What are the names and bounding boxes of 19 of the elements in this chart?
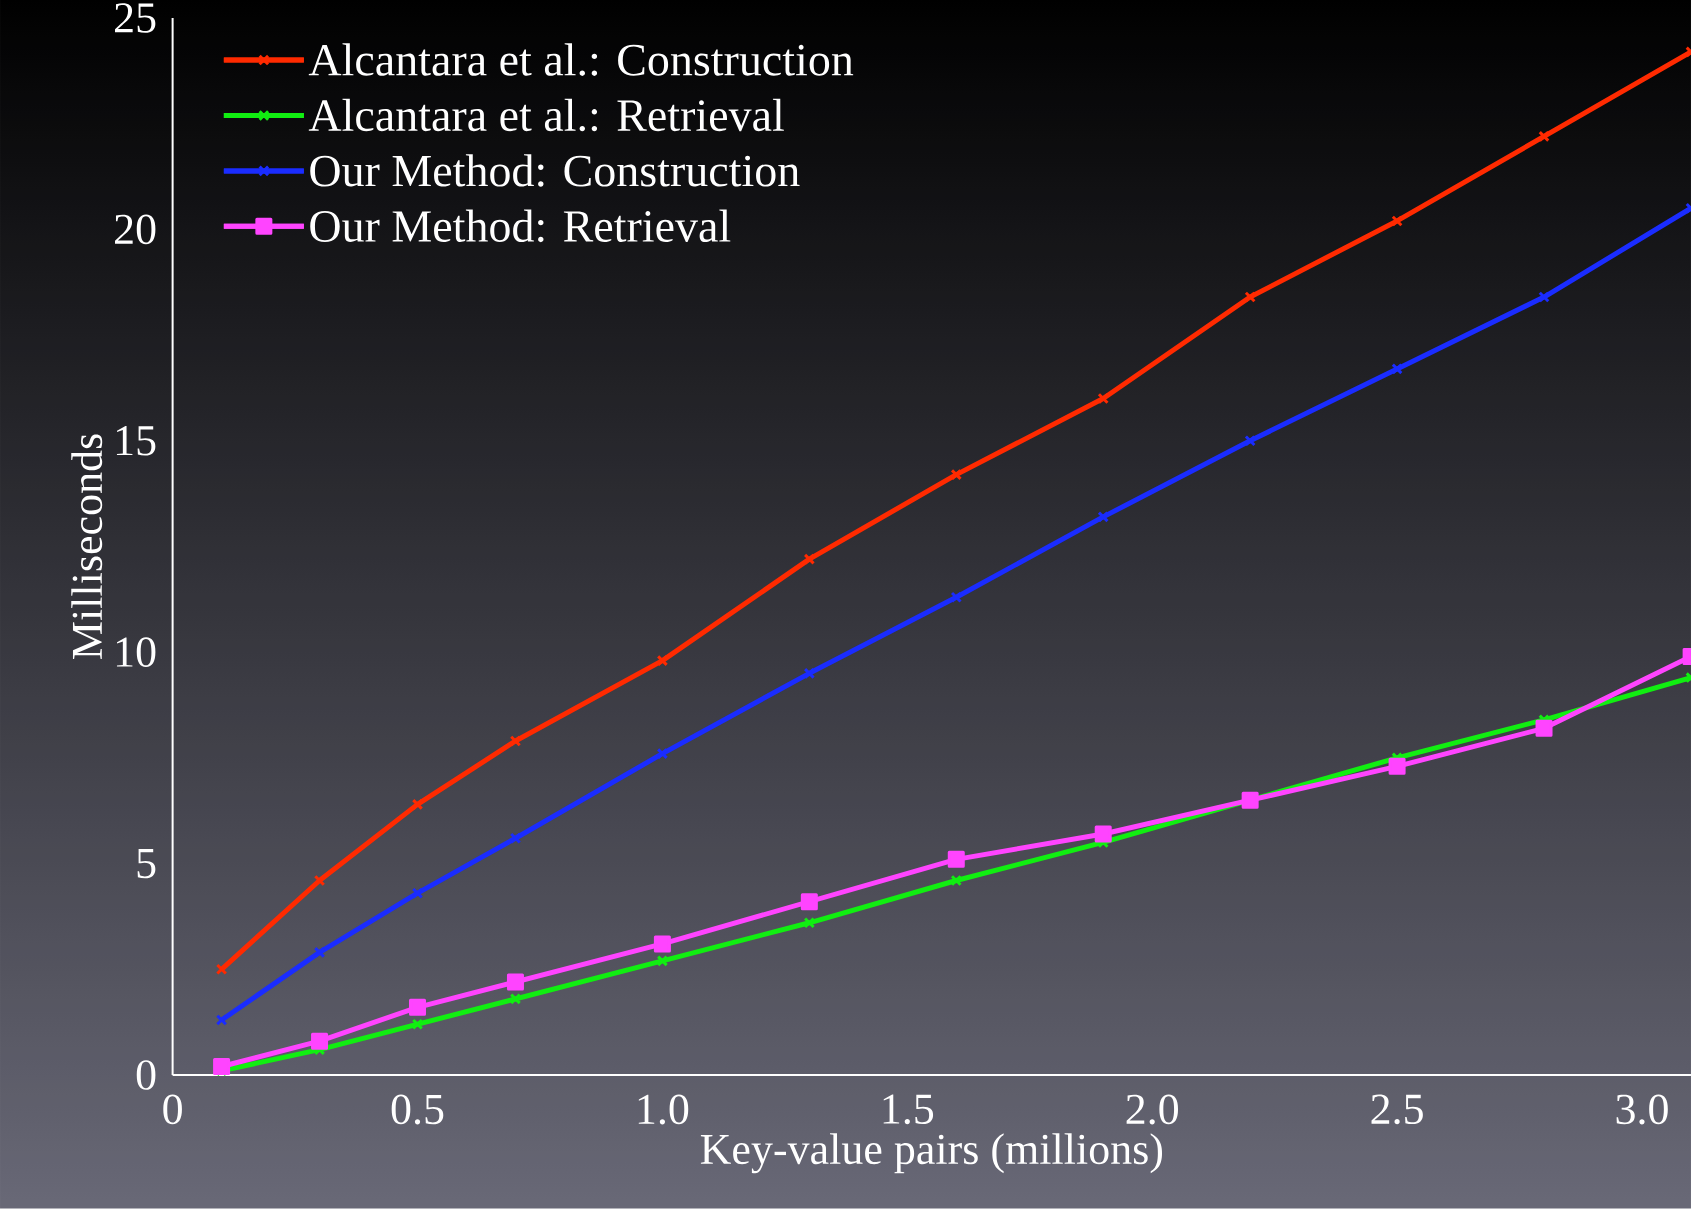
x-tick-label: 1.5: [883, 1094, 934, 1125]
legend-label: Alcantara et al.: Construction: [308, 43, 854, 76]
y-tick-label: 25: [115, 3, 156, 33]
x-tick-label: 2.0: [1126, 1094, 1179, 1125]
y-axis-title: Milliseconds: [71, 434, 103, 659]
y-tick-label: 20: [115, 214, 156, 245]
y-tick-label: 10: [116, 637, 156, 668]
x-tick-label: 2.5: [1371, 1094, 1423, 1125]
x-axis-title: Key-value pairs (millions): [700, 1133, 1163, 1174]
legend-label: Our Method: Construction: [310, 154, 800, 187]
y-tick-label: 5: [137, 848, 156, 879]
x-tick-label: 3.0: [1616, 1094, 1668, 1125]
legend-label: Alcantara et al.: Retrieval: [308, 98, 784, 132]
legend-label: Our Method: Retrieval: [310, 209, 731, 243]
x-tick-label: 0: [163, 1094, 182, 1125]
x-tick-label: 1.0: [638, 1094, 689, 1125]
x-tick-label: 0.5: [391, 1094, 444, 1125]
y-tick-label: 0: [136, 1060, 156, 1090]
y-tick-label: 15: [116, 426, 156, 456]
